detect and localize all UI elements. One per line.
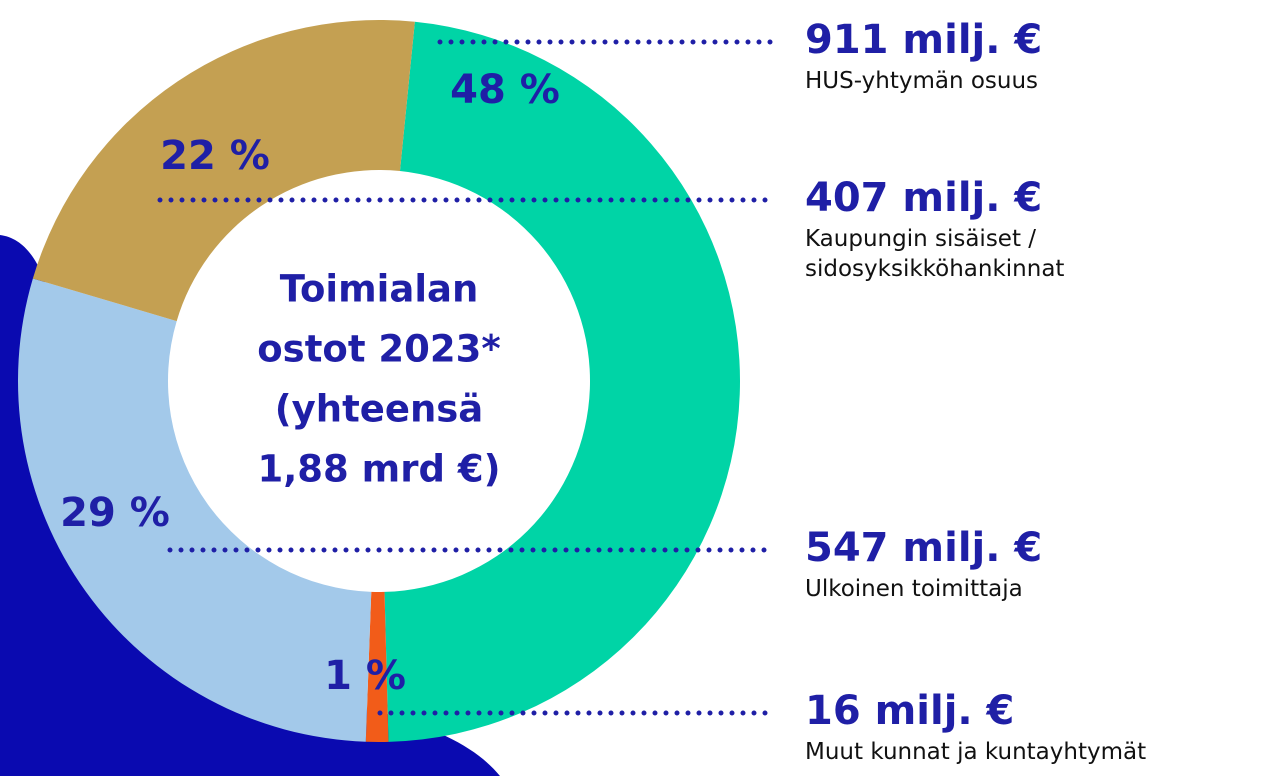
amount-block: 16 milj. € Muut kunnat ja kuntayhtymät xyxy=(805,685,1285,767)
amount-label: 16 milj. € xyxy=(805,688,1015,734)
donut-slice xyxy=(384,21,740,742)
category-label: Muut kunnat ja kuntayhtymät xyxy=(805,739,1147,765)
category-label: Kaupungin sisäiset / sidosyksikköhankinn… xyxy=(805,226,1065,282)
percent-label: 22 % xyxy=(160,133,270,179)
amount-block: 407 milj. € Kaupungin sisäiset / sidosyks… xyxy=(805,172,1105,284)
center-label: (yhteensä xyxy=(275,388,484,431)
amount-label: 547 milj. € xyxy=(805,525,1043,571)
amount-label: 911 milj. € xyxy=(805,17,1043,63)
center-label: 1,88 mrd €) xyxy=(258,448,501,491)
amount-block: 911 milj. € HUS-yhtymän osuus xyxy=(805,14,1285,96)
category-label: HUS-yhtymän osuus xyxy=(805,68,1039,94)
donut-slice xyxy=(32,20,415,322)
percent-label: 29 % xyxy=(60,490,170,536)
center-label: ostot 2023* xyxy=(257,328,500,371)
donut-slice xyxy=(18,278,372,742)
background-blob xyxy=(0,235,500,776)
amount-label: 407 milj. € xyxy=(805,175,1043,221)
donut-slice xyxy=(365,591,389,743)
center-label: Toimialan xyxy=(280,268,479,311)
category-label: Ulkoinen toimittaja xyxy=(805,576,1023,602)
percent-label: 1 % xyxy=(324,653,406,699)
percent-label: 48 % xyxy=(450,67,560,113)
amount-block: 547 milj. € Ulkoinen toimittaja xyxy=(805,522,1285,604)
